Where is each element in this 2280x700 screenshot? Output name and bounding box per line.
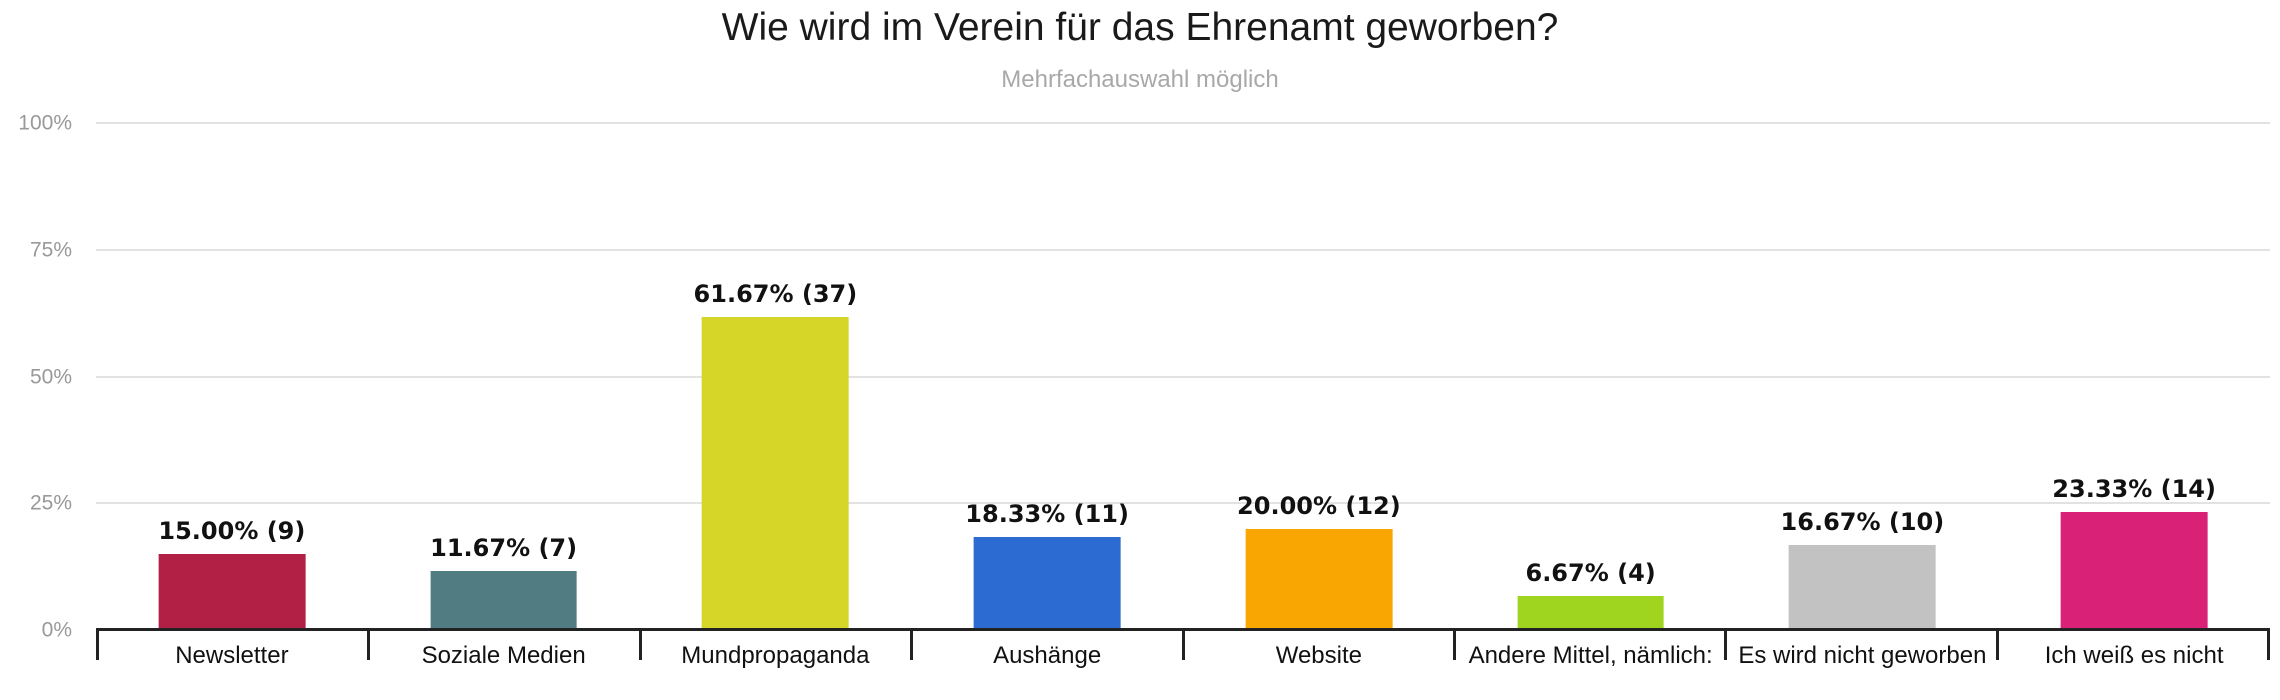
- bar-value-label: 18.33% (11): [965, 500, 1129, 529]
- gridline-100: [96, 122, 2270, 124]
- category-label: Mundpropaganda: [681, 642, 870, 669]
- category-cell: 61.67% (37): [640, 123, 912, 630]
- bar: [973, 537, 1121, 630]
- gridline-50: [96, 375, 2270, 378]
- x-axis-tick: [910, 628, 1181, 660]
- bar-value-label: 61.67% (37): [693, 280, 858, 309]
- category-cell: 6.67% (4): [1455, 123, 1727, 630]
- y-axis-tick-label: 50%: [29, 365, 72, 388]
- x-axis-tick: [1452, 628, 1724, 660]
- x-axis-tick: [1995, 628, 2270, 660]
- category-cell: 11.67% (7): [368, 123, 640, 630]
- category-label: Ich weiß es nicht: [2044, 642, 2224, 669]
- category-label: Aushänge: [993, 642, 1102, 669]
- y-axis-tick-label: 100%: [18, 111, 72, 135]
- category-cell: 15.00% (9): [96, 123, 368, 630]
- bar: [1517, 596, 1664, 630]
- bar-value-label: 20.00% (12): [1237, 491, 1401, 520]
- category-cell: 20.00% (12): [1183, 123, 1455, 630]
- category-label: Andere Mittel, nämlich:: [1468, 642, 1713, 669]
- category-cell: 16.67% (10): [1727, 123, 1999, 630]
- x-axis-tick: [1181, 628, 1453, 660]
- y-axis: 0% 25% 50% 75% 100%: [0, 113, 72, 641]
- x-axis-labels: Newsletter Soziale Medien Mundpropaganda Au…: [96, 640, 2270, 670]
- bar: [158, 553, 306, 630]
- category-label: Es wird nicht geworben: [1738, 642, 1987, 669]
- x-axis-tick: [638, 628, 910, 660]
- bar: [430, 570, 577, 630]
- bar-value-label: 15.00% (9): [158, 516, 306, 545]
- plot-area: 15.00% (9) 11.67% (7) 61.67% (37) 18.33% (1…: [96, 122, 2270, 630]
- y-axis-tick-label: 0%: [41, 618, 72, 642]
- gridline-25: [96, 502, 2270, 505]
- category-cell: 23.33% (14): [1998, 123, 2270, 630]
- y-axis-tick-label: 75%: [29, 238, 72, 262]
- bars-row: 15.00% (9) 11.67% (7) 61.67% (37) 18.33% (1…: [96, 123, 2270, 630]
- bar-value-label: 6.67% (4): [1525, 559, 1656, 588]
- x-axis-tick: [1724, 628, 1995, 660]
- bar: [1245, 528, 1393, 630]
- category-cell: 18.33% (11): [911, 123, 1183, 630]
- chart-subtitle: Mehrfachauswahl möglich: [1001, 66, 1279, 93]
- bar-value-label: 16.67% (10): [1780, 508, 1945, 537]
- chart-title: Wie wird im Verein für das Ehrenamt gewo…: [721, 6, 1559, 49]
- gridline-75: [96, 248, 2270, 251]
- bar: [2060, 511, 2208, 630]
- y-axis-tick-label: 25%: [29, 491, 72, 515]
- x-axis-ticks: [96, 628, 2270, 660]
- bar: [702, 317, 849, 630]
- category-label: Website: [1275, 642, 1362, 669]
- x-axis-tick: [367, 628, 638, 660]
- category-label: Soziale Medien: [421, 642, 586, 669]
- bar-value-label: 11.67% (7): [430, 533, 578, 562]
- category-label: Newsletter: [175, 642, 289, 669]
- x-axis-tick: [96, 628, 367, 660]
- bar-value-label: 23.33% (14): [2052, 474, 2216, 503]
- bar: [1789, 545, 1936, 630]
